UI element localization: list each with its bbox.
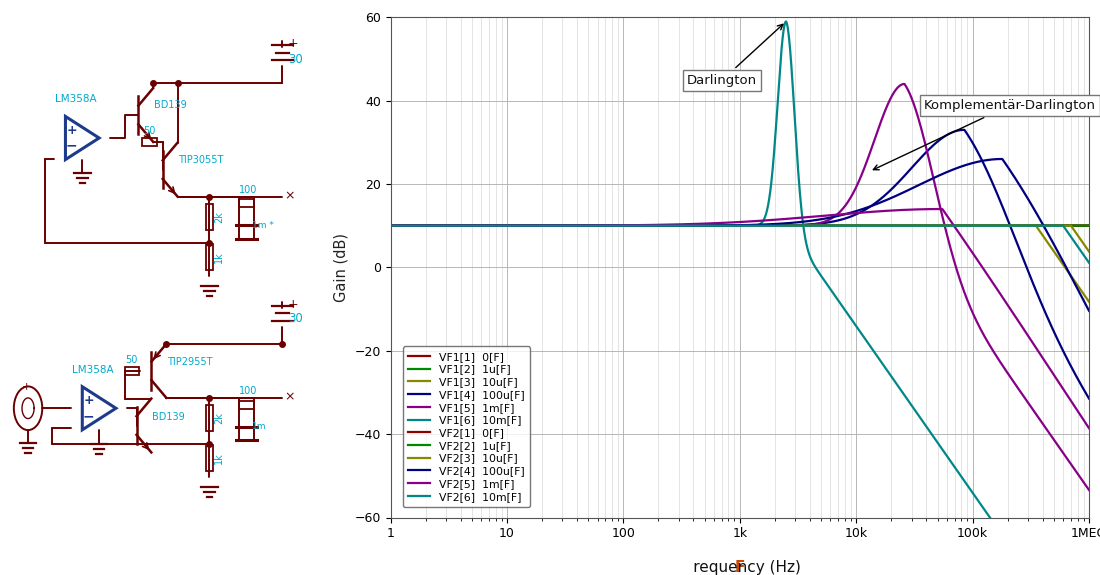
Text: +: + [22,382,31,392]
Text: LM358A: LM358A [55,94,97,104]
Bar [206,244,212,270]
Text: 2k: 2k [213,210,224,223]
Text: 1m: 1m [252,423,266,431]
Text: 100: 100 [239,185,257,195]
Text: 50: 50 [143,126,155,136]
Bar [124,367,139,375]
Text: Darlington: Darlington [686,24,783,87]
Text: TIP2955T: TIP2955T [167,357,212,367]
Text: 30: 30 [288,53,302,66]
Text: ×: × [284,189,295,202]
Text: +: + [288,298,298,311]
Text: −: − [66,139,77,153]
Text: 30: 30 [288,312,302,325]
Text: LM358A: LM358A [73,365,113,374]
Text: 50: 50 [125,355,138,365]
Y-axis label: Gain (dB): Gain (dB) [333,233,349,302]
Text: +: + [84,394,94,407]
Text: Komplementär-Darlington: Komplementär-Darlington [873,99,1096,170]
Text: BD139: BD139 [152,412,185,421]
Text: TIP3055T: TIP3055T [178,155,223,164]
Text: F: F [735,560,745,575]
Bar [240,200,254,208]
Text: ×: × [284,390,295,404]
Text: requency (Hz): requency (Hz) [679,560,801,575]
Text: 1k: 1k [213,251,224,263]
Legend: VF1[1]  0[F], VF1[2]  1u[F], VF1[3]  10u[F], VF1[4]  100u[F], VF1[5]  1m[F], VF1: VF1[1] 0[F], VF1[2] 1u[F], VF1[3] 10u[F]… [403,347,530,507]
Bar [206,204,212,229]
Text: −: − [82,409,95,423]
Bar [143,138,156,146]
Text: +: + [288,37,298,50]
Bar [206,405,212,431]
Text: BD139: BD139 [154,100,187,110]
Bar [206,445,212,471]
Text: +: + [66,124,77,137]
Text: 1k: 1k [213,453,224,464]
Bar [240,401,254,409]
Text: 100: 100 [239,386,257,396]
Text: 1m *: 1m * [252,221,274,230]
Text: 2k: 2k [213,412,224,424]
